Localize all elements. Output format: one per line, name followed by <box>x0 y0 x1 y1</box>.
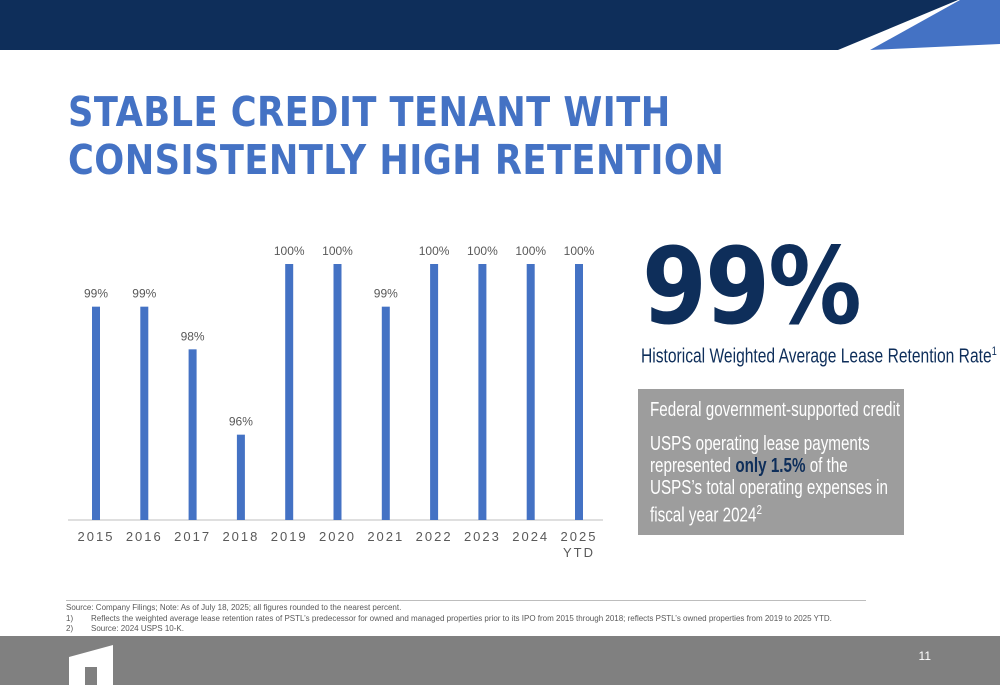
data-label-2: 98% <box>181 329 205 343</box>
x-tick-label-0: 2015 <box>78 529 115 544</box>
bar-10 <box>575 264 583 520</box>
x-tick-label-9: 2024 <box>512 529 549 544</box>
data-label-6: 99% <box>374 287 398 301</box>
footnote-divider <box>66 600 866 601</box>
company-logo-icon <box>69 645 113 685</box>
footer-bar: 11 <box>0 636 1000 685</box>
footnote-item: 2) Source: 2024 USPS 10-K. <box>66 624 832 635</box>
header-accent-shape <box>838 0 1000 50</box>
data-label-0: 99% <box>84 287 108 301</box>
x-tick-label-4: 2019 <box>271 529 308 544</box>
bar-9 <box>526 264 535 520</box>
page-title: STABLE CREDIT TENANT WITH CONSISTENTLY H… <box>68 88 725 184</box>
x-tick-label-6: 2021 <box>367 529 404 544</box>
data-label-8: 100% <box>467 244 498 258</box>
headline-subtitle-text: Historical Weighted Average Lease Retent… <box>641 345 992 368</box>
callout-box: Federal government-supported credit USPS… <box>638 389 904 535</box>
headline-subtitle: Historical Weighted Average Lease Retent… <box>641 344 997 369</box>
page-number: 11 <box>918 649 931 663</box>
data-label-4: 100% <box>274 244 305 258</box>
x-tick-label-3: 2018 <box>222 529 259 544</box>
data-label-7: 100% <box>419 244 450 258</box>
bar-8 <box>478 264 487 520</box>
bar-6 <box>381 306 390 520</box>
callout-text-post: of the USPS’s total operating expenses i… <box>650 455 888 527</box>
callout-line-2: USPS operating lease payments represente… <box>650 433 901 527</box>
bar-0 <box>92 306 100 520</box>
bar-5 <box>333 264 342 520</box>
x-tick-label-10-line-1: YTD <box>563 545 595 560</box>
footnote-ref-2: 2 <box>756 502 762 517</box>
footnote-number: 2) <box>66 624 74 633</box>
bar-2 <box>188 349 197 520</box>
x-tick-label-1: 2016 <box>126 529 163 544</box>
bar-4 <box>285 264 294 520</box>
footnotes: Source: Company Filings; Note: As of Jul… <box>66 603 832 635</box>
bar-1 <box>140 306 149 520</box>
header-bar <box>0 0 1000 50</box>
x-tick-label-2: 2017 <box>174 529 211 544</box>
footnote-text: Source: 2024 USPS 10-K. <box>91 624 184 633</box>
x-tick-label-5: 2020 <box>319 529 356 544</box>
footnote-source: Source: Company Filings; Note: As of Jul… <box>66 603 402 612</box>
data-label-3: 96% <box>229 415 253 429</box>
footnote-text: Reflects the weighted average lease rete… <box>91 613 832 623</box>
callout-line-1: Federal government-supported credit <box>650 399 901 421</box>
x-tick-label-7: 2022 <box>416 529 453 544</box>
data-label-9: 100% <box>515 244 546 258</box>
x-tick-label-8: 2023 <box>464 529 501 544</box>
bar-7 <box>430 264 439 520</box>
bar-3 <box>236 434 245 520</box>
data-label-1: 99% <box>132 287 156 301</box>
data-label-10: 100% <box>564 244 595 258</box>
headline-value: 99% <box>642 225 862 348</box>
callout-highlight: only 1.5% <box>735 455 806 477</box>
callout-text-pre: USPS operating lease payments represente… <box>650 433 870 477</box>
footnote-ref-1: 1 <box>991 344 997 358</box>
data-label-5: 100% <box>322 244 353 258</box>
retention-bar-chart: 99% 2015 99% 2016 98% 2017 96% 2018 100% 2019 100%… <box>68 244 603 560</box>
x-tick-label-10: 2025 <box>561 529 598 544</box>
footnote-item: 1) Reflects the weighted average lease re… <box>66 614 832 625</box>
footnote-number: 1) <box>66 613 74 623</box>
